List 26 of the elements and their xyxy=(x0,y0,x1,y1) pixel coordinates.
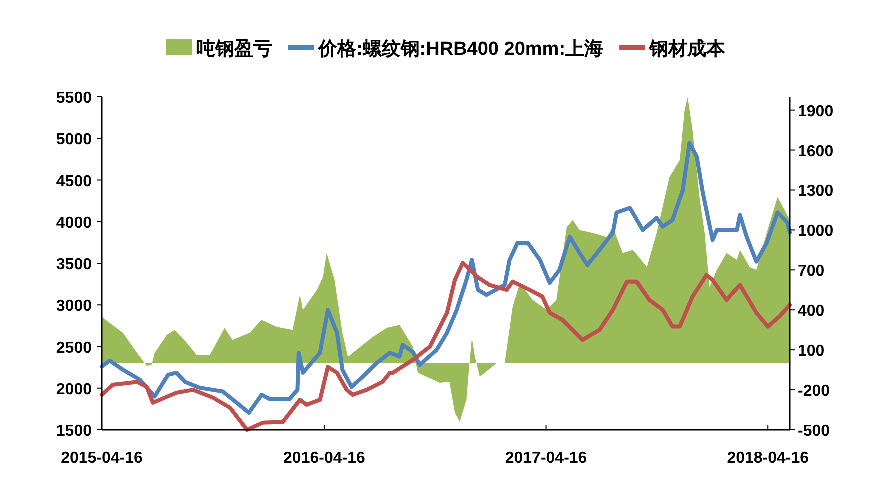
y2-tick-label: -500 xyxy=(798,423,830,440)
y-tick-label: 1500 xyxy=(56,423,92,440)
x-tick-label: 2018-04-16 xyxy=(727,450,810,467)
x-tick-label: 2015-04-16 xyxy=(61,450,144,467)
y2-tick-label: 1000 xyxy=(798,223,834,240)
x-tick-label: 2016-04-16 xyxy=(284,450,366,467)
y2-tick-label: 400 xyxy=(798,303,825,320)
y-tick-label: 2500 xyxy=(56,340,92,357)
y-tick-label: 2000 xyxy=(56,381,92,398)
line-series xyxy=(100,141,792,415)
y-tick-label: 4500 xyxy=(56,173,92,190)
y2-tick-label: 1300 xyxy=(798,183,834,200)
legend-label: 钢材成本 xyxy=(648,38,727,60)
y2-tick-label: 1900 xyxy=(798,103,834,120)
y-tick-label: 3000 xyxy=(56,298,92,316)
y2-tick-label: 700 xyxy=(798,263,825,280)
legend-label: 价格:螺纹钢:HRB400 20mm:上海 xyxy=(317,38,604,60)
y-tick-label: 5000 xyxy=(56,132,92,149)
y2-tick-label: -200 xyxy=(798,383,830,400)
legend-label: 吨钢盈亏 xyxy=(196,38,272,60)
x-tick-label: 2017-04-16 xyxy=(505,450,588,467)
y2-tick-label: 100 xyxy=(798,343,825,360)
y-tick-label: 4000 xyxy=(56,214,92,232)
y-tick-label: 5500 xyxy=(56,90,92,107)
y-tick-label: 3500 xyxy=(56,256,92,274)
y2-tick-label: 1600 xyxy=(798,143,834,160)
